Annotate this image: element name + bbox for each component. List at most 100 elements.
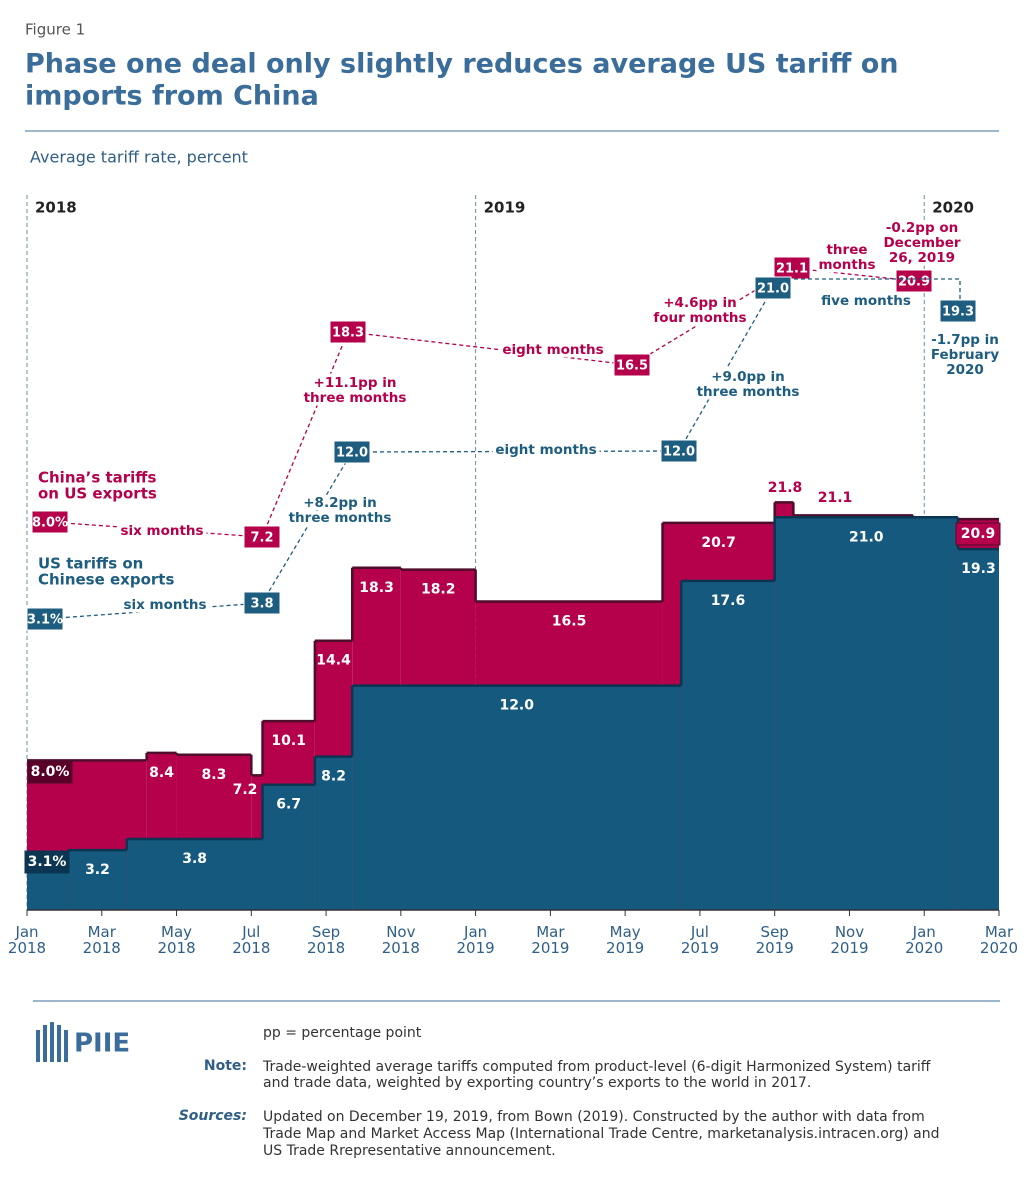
annotation: five months: [821, 293, 911, 309]
connector: [261, 331, 349, 538]
annotation: three months: [304, 390, 407, 406]
x-tick-label: May 2019: [606, 923, 645, 957]
timeline-value: 20.9: [898, 275, 930, 290]
sources: US Trade Rrepresentative announcement.: [263, 1143, 556, 1159]
x-tick-label: Jan 2020: [905, 923, 944, 957]
timeline-value: 21.0: [757, 282, 789, 297]
timeline-box: [31, 510, 69, 534]
value-label: 8.0%: [31, 764, 70, 780]
logo: PIIE: [74, 1029, 130, 1059]
value-label: 8.2: [321, 769, 346, 785]
annotation: +8.2pp in: [303, 495, 377, 511]
timeline-box: [613, 353, 651, 377]
sources: Updated on December 19, 2019, from Bown …: [263, 1109, 925, 1125]
note-label: Note:: [204, 1058, 247, 1074]
value-label: 3.2: [85, 862, 110, 878]
timeline-value: 3.8: [250, 597, 273, 612]
x-tick-label: Jul 2018: [232, 923, 271, 957]
value-label-box: [24, 850, 70, 874]
step-segment: [957, 549, 999, 910]
year-label: 2018: [35, 199, 77, 217]
x-tick-label: Mar 2020: [979, 923, 1019, 957]
value-label: 3.1%: [28, 854, 67, 870]
step-segment: [774, 517, 958, 910]
connector: [261, 451, 353, 604]
timeline-value: 21.1: [776, 262, 808, 277]
footnote: pp = percentage point: [263, 1025, 422, 1041]
year-label: 2020: [932, 199, 974, 217]
timeline-value: 18.3: [332, 326, 364, 341]
annotation: +9.0pp in: [711, 369, 785, 385]
annotation: months: [818, 257, 875, 273]
timeline-box: [895, 269, 933, 293]
timeline-box: [754, 276, 792, 300]
connector: [678, 287, 774, 452]
timeline-box: [773, 256, 811, 280]
value-label: 18.3: [359, 580, 394, 596]
value-label: 20.7: [701, 535, 736, 551]
connector: [351, 450, 680, 453]
timeline-box: [333, 440, 371, 464]
annotation: four months: [653, 310, 746, 326]
timeline-value: 7.2: [250, 531, 273, 546]
value-label: 19.3: [961, 561, 996, 577]
timeline-value: 16.5: [616, 359, 648, 374]
x-tick-label: Nov 2018: [381, 923, 420, 957]
connector: [347, 331, 633, 366]
annotation: six months: [120, 523, 203, 539]
value-label: 18.2: [421, 582, 456, 598]
value-label: 17.6: [711, 593, 746, 609]
logo-icon: [36, 1022, 68, 1062]
annotation: +11.1pp in: [314, 375, 397, 391]
value-label: 20.9: [961, 526, 996, 542]
step-segment: [314, 756, 353, 910]
annotation: three months: [697, 384, 800, 400]
sources: Trade Map and Market Access Map (Interna…: [262, 1126, 940, 1142]
annotation: eight months: [502, 342, 603, 358]
annotation: 2020: [946, 362, 984, 378]
value-label: 7.2: [233, 782, 258, 798]
series-label: on US exports: [38, 485, 157, 503]
chart-title: imports from China: [25, 81, 319, 112]
chart-title: Phase one deal only slightly reduces ave…: [25, 49, 899, 80]
note: Trade-weighted average tariffs computed …: [262, 1059, 931, 1075]
connector: [49, 521, 263, 538]
value-label: 21.8: [768, 480, 803, 496]
x-tick-label: Jan 2018: [7, 923, 47, 957]
subtitle: Average tariff rate, percent: [30, 148, 248, 167]
x-tick-label: Sep 2018: [306, 923, 346, 957]
series-label: China’s tariffs: [38, 469, 156, 487]
value-label: 10.1: [271, 733, 306, 749]
step-segment: [68, 850, 127, 910]
annotation: 26, 2019: [889, 250, 955, 266]
timeline-box: [329, 320, 367, 344]
x-tick-label: May 2018: [157, 923, 196, 957]
timeline-box: [243, 591, 281, 615]
annotation: +4.6pp in: [663, 295, 737, 311]
step-segment: [126, 838, 263, 910]
annotation: three months: [289, 510, 392, 526]
figure-label: Figure 1: [25, 21, 85, 39]
value-label: 21.0: [849, 529, 884, 545]
value-label: 12.0: [499, 698, 534, 714]
series-label: Chinese exports: [38, 571, 174, 589]
value-label: 8.3: [202, 767, 227, 783]
timeline-value: 12.0: [336, 446, 368, 461]
x-tick-label: Nov 2019: [830, 923, 869, 957]
timeline-value: 19.3: [942, 305, 974, 320]
annotation: -1.7pp in: [931, 332, 999, 348]
step-segment: [352, 685, 682, 910]
timeline-value: 12.0: [663, 445, 695, 460]
annotation: six months: [123, 597, 206, 613]
value-label-box: [955, 522, 1001, 546]
value-label: 8.4: [149, 765, 174, 781]
annotation: -0.2pp on: [886, 220, 958, 236]
timeline-value: 3.1%: [27, 613, 63, 628]
value-label: 6.7: [276, 797, 301, 813]
value-label: 3.8: [182, 851, 207, 867]
x-tick-label: Mar 2018: [82, 923, 121, 957]
connector: [44, 602, 263, 620]
series-label: US tariffs on: [38, 555, 143, 573]
